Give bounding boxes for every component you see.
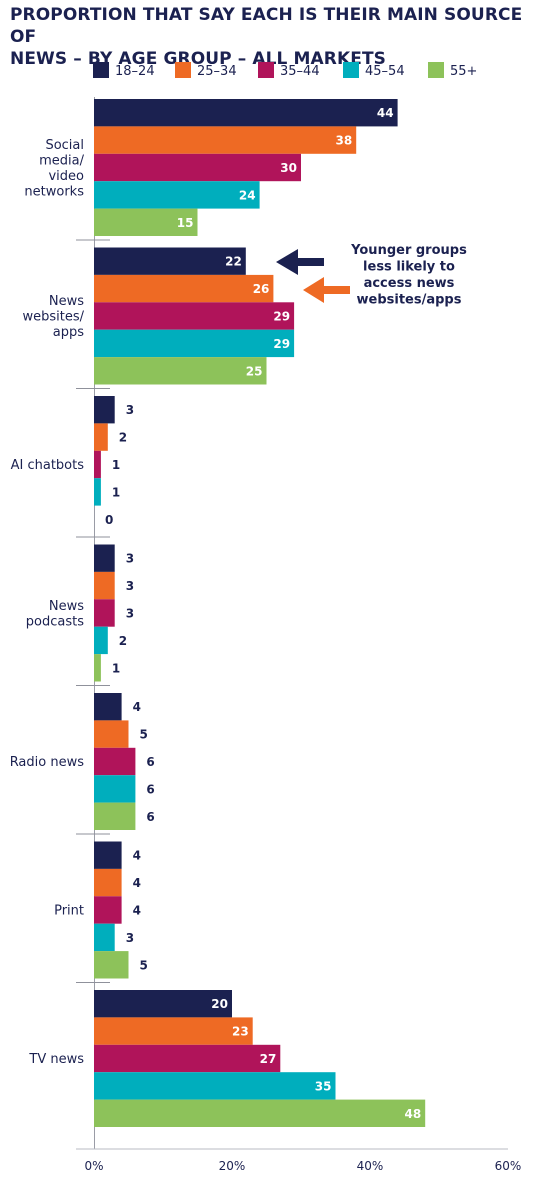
bar-3-3 bbox=[94, 450, 101, 479]
bar-1-5 bbox=[94, 208, 198, 236]
bar-value-1-5: 15 bbox=[177, 216, 194, 230]
bar-value-2-4: 29 bbox=[273, 337, 290, 351]
bar-value-1-2: 38 bbox=[335, 134, 352, 148]
bar-1-1 bbox=[94, 99, 398, 127]
x-tick-label-3: 40% bbox=[357, 1159, 384, 1173]
bar-4-4 bbox=[94, 626, 108, 655]
bar-4-5 bbox=[94, 654, 101, 682]
bar-3-1 bbox=[94, 396, 115, 424]
bar-value-7-5: 48 bbox=[404, 1107, 421, 1121]
category-label-3: AI chatbots bbox=[11, 458, 85, 473]
bar-value-2-2: 26 bbox=[253, 282, 270, 296]
chart-title-line-1: PROPORTION THAT SAY EACH IS THEIR MAIN S… bbox=[10, 5, 523, 47]
category-label-1: Social media/video networks bbox=[24, 138, 84, 200]
bar-1-3 bbox=[94, 153, 301, 182]
bar-2-4 bbox=[94, 329, 295, 358]
bars-layer: 4438302415222629292532110333214566644435… bbox=[94, 99, 426, 1127]
x-tick-label-1: 0% bbox=[84, 1159, 103, 1173]
bar-7-2 bbox=[94, 1017, 253, 1045]
bar-value-7-2: 23 bbox=[232, 1025, 249, 1039]
category-label-6: Print bbox=[54, 904, 84, 919]
bar-2-3 bbox=[94, 302, 295, 330]
bar-5-5 bbox=[94, 802, 136, 830]
bar-value-5-3: 6 bbox=[146, 755, 154, 769]
bar-value-6-5: 5 bbox=[140, 958, 148, 972]
bar-3-2 bbox=[94, 423, 108, 451]
bar-value-3-1: 3 bbox=[126, 403, 134, 417]
bar-6-1 bbox=[94, 841, 122, 869]
bar-value-4-4: 2 bbox=[119, 634, 127, 648]
bar-6-5 bbox=[94, 951, 129, 979]
bar-4-2 bbox=[94, 571, 115, 600]
bar-value-4-1: 3 bbox=[126, 552, 134, 566]
legend-label-3: 35–44 bbox=[280, 64, 320, 79]
bar-value-5-4: 6 bbox=[146, 782, 154, 796]
legend-label-2: 25–34 bbox=[197, 64, 237, 79]
legend-label-4: 45–54 bbox=[365, 64, 405, 79]
bar-7-3 bbox=[94, 1044, 281, 1073]
bar-value-2-5: 25 bbox=[246, 364, 263, 378]
bar-value-5-5: 6 bbox=[146, 810, 154, 824]
bar-1-2 bbox=[94, 126, 357, 154]
bar-value-6-1: 4 bbox=[133, 849, 141, 863]
bar-1-4 bbox=[94, 181, 260, 209]
bar-5-3 bbox=[94, 747, 136, 776]
bar-value-3-5: 0 bbox=[105, 513, 113, 527]
bar-value-6-2: 4 bbox=[133, 876, 141, 890]
bar-value-3-3: 1 bbox=[112, 458, 120, 472]
category-label-2: News websites/apps bbox=[22, 294, 84, 340]
bar-4-1 bbox=[94, 544, 115, 572]
annotation: Younger groups less likely to access news w… bbox=[276, 243, 467, 308]
x-tick-label-2: 20% bbox=[219, 1159, 246, 1173]
bar-7-1 bbox=[94, 990, 232, 1018]
bar-4-3 bbox=[94, 599, 115, 627]
bar-value-7-4: 35 bbox=[315, 1079, 332, 1093]
bar-value-4-2: 3 bbox=[126, 579, 134, 593]
legend-swatch-2 bbox=[175, 62, 191, 78]
category-label-4: News podcasts bbox=[26, 599, 84, 630]
legend-label-1: 18–24 bbox=[115, 64, 155, 79]
bar-value-4-5: 1 bbox=[112, 661, 120, 675]
bar-value-2-3: 29 bbox=[273, 310, 290, 324]
bar-2-2 bbox=[94, 274, 274, 303]
legend-swatch-1 bbox=[93, 62, 109, 78]
bar-value-5-2: 5 bbox=[140, 728, 148, 742]
bar-value-3-4: 1 bbox=[112, 485, 120, 499]
category-labels: Social media/video networks News websites/ap… bbox=[10, 138, 85, 1067]
legend-swatch-5 bbox=[428, 62, 444, 78]
bar-6-3 bbox=[94, 896, 122, 924]
bar-5-4 bbox=[94, 775, 136, 803]
bar-value-1-1: 44 bbox=[377, 106, 394, 120]
bar-7-5 bbox=[94, 1099, 426, 1127]
x-tick-label-4: 60% bbox=[495, 1159, 522, 1173]
bar-value-2-1: 22 bbox=[225, 255, 242, 269]
bar-value-6-4: 3 bbox=[126, 931, 134, 945]
bar-2-1 bbox=[94, 247, 246, 275]
legend: 18–24 25–34 35–44 45–54 55+ bbox=[93, 62, 477, 79]
bar-3-4 bbox=[94, 478, 101, 506]
annotation-text: Younger groups less likely to access news w… bbox=[350, 243, 467, 308]
bar-value-1-4: 24 bbox=[239, 188, 256, 202]
bar-5-1 bbox=[94, 693, 122, 721]
bar-6-4 bbox=[94, 923, 115, 952]
bar-2-5 bbox=[94, 357, 267, 385]
bar-7-4 bbox=[94, 1072, 336, 1100]
bar-value-7-3: 27 bbox=[260, 1052, 277, 1066]
bar-value-4-3: 3 bbox=[126, 607, 134, 621]
bar-value-5-1: 4 bbox=[133, 700, 141, 714]
bar-value-6-3: 4 bbox=[133, 904, 141, 918]
legend-label-5: 55+ bbox=[450, 64, 477, 79]
category-label-7: TV news bbox=[28, 1052, 84, 1067]
bar-5-2 bbox=[94, 720, 129, 748]
bar-6-2 bbox=[94, 868, 122, 897]
annotation-arrow-1 bbox=[276, 249, 324, 275]
bar-value-7-1: 20 bbox=[211, 997, 228, 1011]
legend-swatch-3 bbox=[258, 62, 274, 78]
legend-swatch-4 bbox=[343, 62, 359, 78]
bar-value-3-2: 2 bbox=[119, 431, 127, 445]
annotation-arrow-2 bbox=[303, 277, 350, 303]
category-label-5: Radio news bbox=[10, 755, 85, 770]
bar-value-1-3: 30 bbox=[280, 161, 297, 175]
